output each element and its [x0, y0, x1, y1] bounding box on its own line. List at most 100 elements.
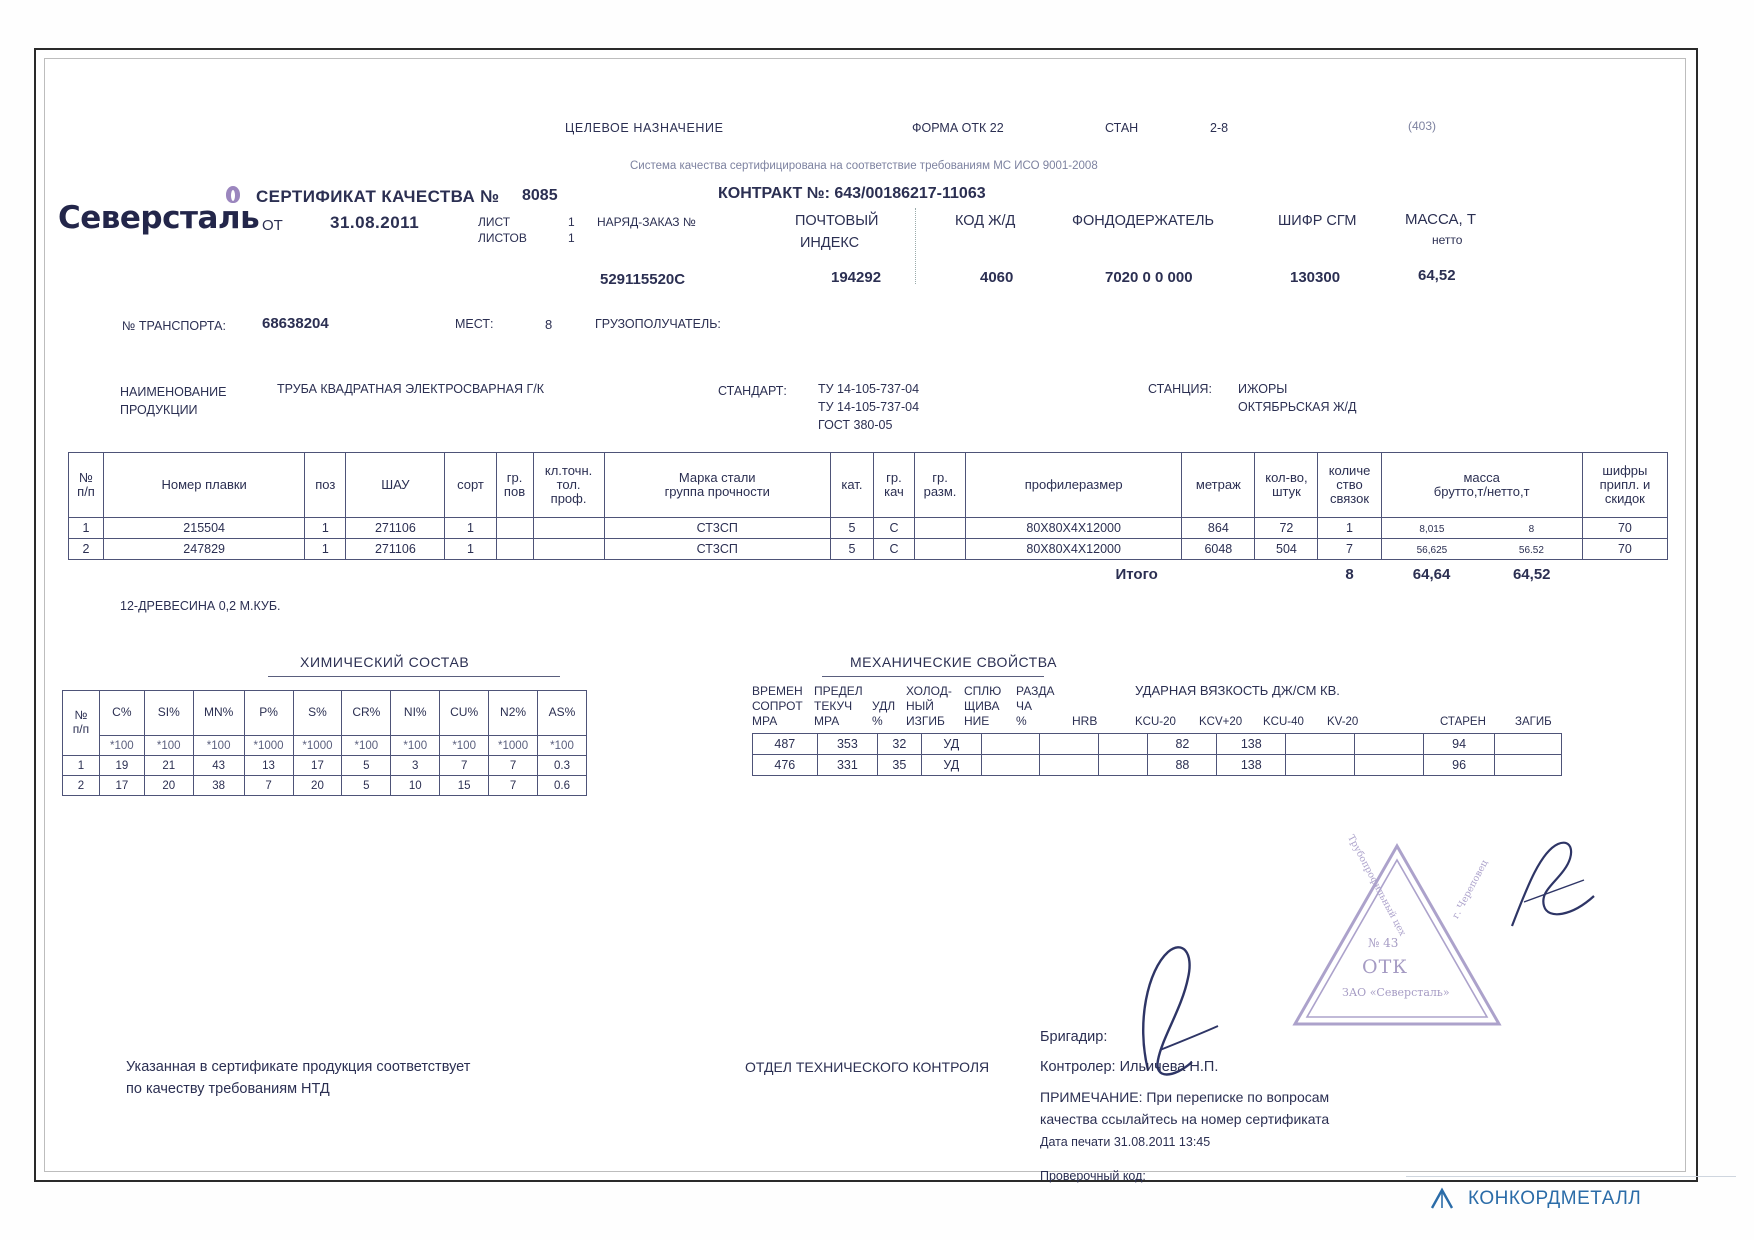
mech-cell-yield: 353	[816, 733, 879, 755]
mech-cell-kcv20: 138	[1216, 754, 1287, 776]
col-profile: профилеразмер	[965, 452, 1183, 518]
col-shifry: шифры припл. и скидок	[1581, 452, 1669, 518]
mech-col-flatten: СПЛЮ ЩИВА НИЕ	[964, 684, 1002, 728]
chem-col-n2: N2%	[488, 690, 539, 736]
chemical-composition-table: № п/п C% SI% MN% P% S% CR% NI% CU% N2% AS…	[62, 690, 587, 796]
chem-cell-s: 17	[292, 755, 343, 776]
product-name-label-2: ПРОДУКЦИИ	[120, 403, 198, 417]
postal-index-value: 194292	[831, 269, 882, 286]
mech-cell-elong: 35	[877, 754, 922, 776]
main-table-header-row: № п/п Номер плавки поз ШАУ сорт гр. пов кл…	[67, 452, 1669, 518]
col-mass: масса брутто,т/нетто,т	[1380, 452, 1583, 518]
mech-cell-temp-res: 476	[752, 754, 818, 776]
check-code-label: Проверочный код:	[1040, 1169, 1146, 1183]
cell-profile: 80Х80Х4Х12000	[965, 517, 1183, 539]
col-bundles: количе ство связок	[1317, 452, 1382, 518]
cell-shau: 271106	[345, 538, 446, 560]
cell-gr-pov	[495, 538, 534, 560]
mech-cell-bend	[1494, 754, 1562, 776]
wood-note: 12-ДРЕВЕСИНА 0,2 М.КУБ.	[120, 599, 281, 613]
conformity-line-2: по качеству требованиям НТД	[126, 1081, 330, 1097]
col-sort: сорт	[444, 452, 497, 518]
mech-col-cold-bend: ХОЛОД- НЫЙ ИЗГИБ	[906, 684, 952, 728]
chem-cell-cr: 5	[341, 755, 392, 776]
chem-cell-cr: 5	[341, 775, 392, 796]
watermark-text: КОНКОРДМЕТАЛЛ	[1468, 1188, 1642, 1209]
chem-cell-s: 20	[292, 775, 343, 796]
col-steel-grade: Марка стали группа прочности	[603, 452, 831, 518]
page-border	[34, 48, 1698, 1182]
note-line-2: качества ссылайтесь на номер сертификата	[1040, 1111, 1330, 1127]
col-gr-razm: гр. разм.	[913, 452, 967, 518]
certificate-title: СЕРТИФИКАТ КАЧЕСТВА №	[256, 187, 500, 206]
total-spacer-2	[1182, 560, 1255, 585]
chem-mul-as: *100	[537, 735, 587, 756]
cell-no: 2	[67, 538, 105, 560]
impact-toughness-title: УДАРНАЯ ВЯЗКОСТЬ ДЖ/СМ КВ.	[1135, 683, 1340, 698]
cell-mass-gross: 56,625	[1416, 545, 1448, 556]
mech-col-kcv20: KCV+20	[1199, 716, 1243, 728]
mass-net-label: нетто	[1432, 233, 1463, 247]
cell-poz: 1	[304, 517, 347, 539]
date-prefix-label: ОТ	[262, 217, 283, 234]
table-row: 487 353 32 УД 82 138 94	[752, 733, 1562, 755]
postal-divider	[915, 208, 917, 284]
chem-cell-cu: 7	[439, 755, 490, 776]
chem-cell-ni: 10	[390, 775, 441, 796]
col-gr-pov: гр. пов	[495, 452, 534, 518]
chem-col-mn: MN%	[192, 690, 245, 736]
certificate-date: 31.08.2011	[330, 213, 420, 232]
table-row: 1 215504 1 271106 1 СТ3СП 5 С 80Х80Х4Х12…	[67, 517, 1669, 539]
cell-shifry: 70	[1581, 517, 1669, 539]
mech-col-expand: РАЗДА ЧА%	[1016, 684, 1055, 728]
sheets-value: 1	[568, 231, 575, 245]
cell-pieces: 72	[1254, 517, 1319, 539]
order-value: 529115520С	[600, 271, 686, 288]
cell-gr-razm	[913, 538, 967, 560]
mech-cell-flatten	[980, 733, 1041, 755]
mech-cell-hrb	[1097, 733, 1149, 755]
table-row: 2 247829 1 271106 1 СТ3СП 5 С 80Х80Х4Х12…	[67, 538, 1669, 560]
chem-mul-p: *1000	[243, 735, 294, 756]
cell-metraz: 6048	[1181, 538, 1256, 560]
stan-label: СТАН	[1105, 121, 1139, 135]
mech-cell-temp-res: 487	[752, 733, 818, 755]
chem-cell-c: 17	[98, 775, 145, 796]
cell-sort: 1	[444, 538, 497, 560]
cell-shifry: 70	[1581, 538, 1669, 560]
mech-cell-cold-bend: УД	[920, 733, 982, 755]
print-date: Дата печати 31.08.2011 13:45	[1040, 1135, 1211, 1149]
foreman-label: Бригадир:	[1040, 1029, 1108, 1045]
places-value: 8	[545, 317, 553, 332]
cell-profile: 80Х80Х4Х12000	[965, 538, 1183, 560]
mech-cell-expand	[1039, 733, 1099, 755]
chem-col-s: S%	[292, 690, 343, 736]
mech-cell-hrb	[1097, 754, 1149, 776]
mech-cell-kcu40	[1285, 733, 1356, 755]
note-line-1: ПРИМЕЧАНИЕ: При переписке по вопросам	[1040, 1089, 1330, 1105]
rail-code-value: 4060	[980, 269, 1014, 286]
cell-mass: 8,015 8	[1380, 517, 1583, 539]
mass-value: 64,52	[1418, 267, 1456, 284]
mech-col-kcu20: KCU-20	[1135, 716, 1176, 728]
chem-col-ni: NI%	[390, 690, 441, 736]
col-kl-toch: кл.точн. тол. проф.	[532, 452, 605, 518]
col-gr-kach: гр. кач	[872, 452, 915, 518]
chem-col-c: C%	[98, 690, 145, 736]
mech-cell-kcv20: 138	[1216, 733, 1287, 755]
mech-col-yield: ПРЕДЕЛ ТЕКУЧ МРА	[814, 684, 863, 728]
mech-col-hrb: HRB	[1072, 714, 1098, 728]
cell-kat: 5	[829, 517, 874, 539]
cell-kl-toch	[532, 538, 605, 560]
mech-col-temp-res: ВРЕМЕН СОПРОТ МРА	[752, 684, 803, 728]
mech-cell-kv20	[1354, 733, 1425, 755]
table-row: 1 19 21 43 13 17 5 3 7 7 0.3	[62, 755, 587, 776]
bend-label: ЗАГИБ	[1515, 716, 1552, 728]
cell-pieces: 504	[1254, 538, 1319, 560]
chem-col-no: № п/п	[62, 690, 100, 756]
chem-cell-p: 7	[243, 775, 294, 796]
cell-mass-net: 8	[1528, 524, 1535, 535]
cell-no: 1	[67, 517, 105, 539]
watermark-divider	[1406, 1176, 1736, 1177]
standard-label: СТАНДАРТ:	[718, 384, 787, 398]
